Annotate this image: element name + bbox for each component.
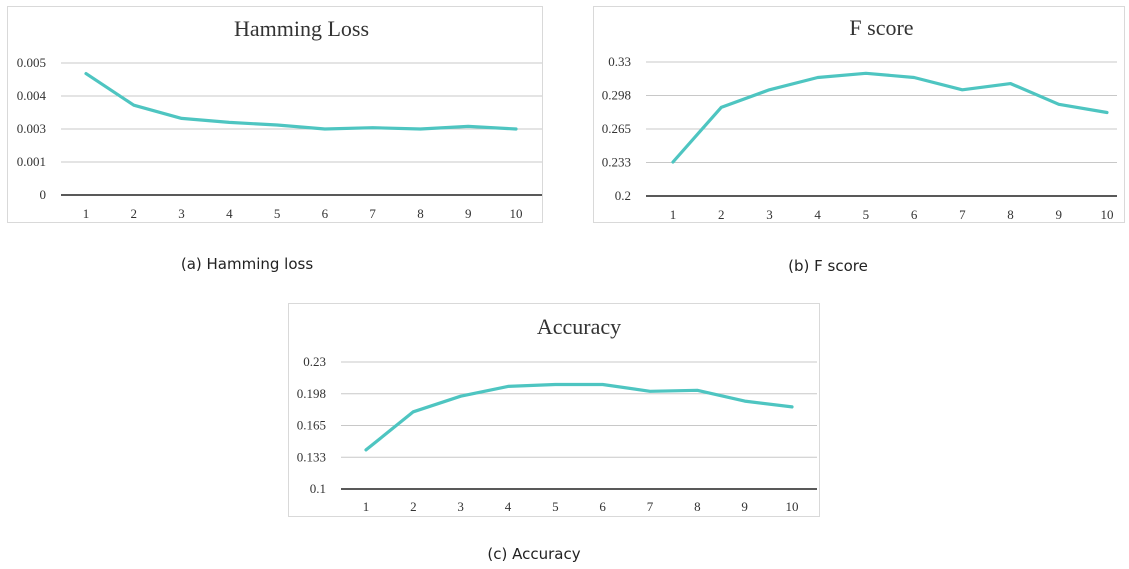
accuracy-title: Accuracy bbox=[537, 314, 621, 339]
accuracy-y-tick-label: 0.165 bbox=[297, 418, 326, 433]
hamming-loss-plot: Hamming Loss 0 0.001 0.003 0.004 0.005 1 2 3 4 5 6 7… bbox=[17, 16, 542, 221]
fscore-y-tick-label: 0.33 bbox=[608, 54, 631, 69]
accuracy-caption: (c) Accuracy bbox=[487, 545, 581, 563]
hamming-x-tick-label: 2 bbox=[131, 206, 138, 221]
accuracy-x-tick-label: 3 bbox=[457, 499, 464, 514]
accuracy-plot: Accuracy 0.1 0.133 0.165 0.198 0.23 1 2 3 4 5 6 7 8 9 1… bbox=[297, 314, 817, 514]
fscore-y-tick-label: 0.2 bbox=[615, 188, 631, 203]
accuracy-x-tick-label: 7 bbox=[647, 499, 654, 514]
hamming-loss-caption: (a) Hamming loss bbox=[180, 255, 314, 273]
hamming-x-tick-label: 1 bbox=[83, 206, 90, 221]
fscore-title: F score bbox=[849, 15, 913, 40]
fscore-y-tick-label: 0.298 bbox=[602, 88, 631, 103]
hamming-y-tick-label: 0.004 bbox=[17, 88, 47, 103]
hamming-x-tick-label: 8 bbox=[417, 206, 424, 221]
hamming-x-tick-label: 9 bbox=[465, 206, 472, 221]
accuracy-x-tick-label: 6 bbox=[599, 499, 606, 514]
accuracy-x-tick-label: 2 bbox=[410, 499, 417, 514]
accuracy-x-tick-label: 4 bbox=[505, 499, 512, 514]
hamming-y-tick-label: 0.003 bbox=[17, 121, 46, 136]
f-score-plot: F score 0.2 0.233 0.265 0.298 0.33 1 2 3 4 5 6 7 8 9 10 bbox=[602, 15, 1117, 222]
accuracy-x-tick-label: 5 bbox=[552, 499, 559, 514]
hamming-x-tick-label: 7 bbox=[369, 206, 376, 221]
fscore-x-tick-label: 7 bbox=[959, 207, 966, 222]
fscore-y-tick-label: 0.233 bbox=[602, 155, 631, 170]
fscore-x-tick-label: 10 bbox=[1101, 207, 1114, 222]
accuracy-series-line bbox=[364, 382, 794, 452]
hamming-y-tick-label: 0 bbox=[40, 187, 47, 202]
accuracy-x-tick-label: 10 bbox=[786, 499, 799, 514]
fscore-x-tick-label: 4 bbox=[814, 207, 821, 222]
hamming-title: Hamming Loss bbox=[234, 16, 369, 41]
fscore-x-tick-label: 2 bbox=[718, 207, 725, 222]
accuracy-y-tick-label: 0.23 bbox=[303, 354, 326, 369]
hamming-y-tick-label: 0.005 bbox=[17, 55, 46, 70]
accuracy-y-tick-label: 0.133 bbox=[297, 449, 326, 464]
f-score-chart: F score 0.2 0.233 0.265 0.298 0.33 1 2 3 4 5 6 7 8 9 10 bbox=[593, 6, 1125, 223]
accuracy-y-tick-label: 0.1 bbox=[310, 481, 326, 496]
fscore-y-tick-label: 0.265 bbox=[602, 121, 631, 136]
accuracy-x-tick-label: 1 bbox=[363, 499, 370, 514]
hamming-x-tick-label: 4 bbox=[226, 206, 233, 221]
hamming-x-tick-label: 3 bbox=[178, 206, 185, 221]
hamming-x-tick-label: 10 bbox=[510, 206, 523, 221]
fscore-x-tick-label: 5 bbox=[863, 207, 870, 222]
hamming-loss-chart: Hamming Loss 0 0.001 0.003 0.004 0.005 1 2 3 4 5 6 7… bbox=[7, 6, 543, 223]
hamming-series-line bbox=[84, 71, 518, 131]
fscore-x-tick-label: 9 bbox=[1056, 207, 1063, 222]
fscore-x-tick-label: 1 bbox=[670, 207, 677, 222]
accuracy-y-tick-label: 0.198 bbox=[297, 386, 326, 401]
accuracy-chart: Accuracy 0.1 0.133 0.165 0.198 0.23 1 2 3 4 5 6 7 8 9 1… bbox=[288, 303, 820, 517]
f-score-caption: (b) F score bbox=[788, 257, 868, 275]
hamming-x-tick-label: 5 bbox=[274, 206, 281, 221]
fscore-x-tick-label: 8 bbox=[1007, 207, 1014, 222]
accuracy-x-tick-label: 8 bbox=[694, 499, 701, 514]
accuracy-x-tick-label: 9 bbox=[741, 499, 748, 514]
fscore-x-tick-label: 3 bbox=[766, 207, 773, 222]
hamming-x-tick-label: 6 bbox=[322, 206, 329, 221]
fscore-x-tick-label: 6 bbox=[911, 207, 918, 222]
hamming-y-tick-label: 0.001 bbox=[17, 154, 46, 169]
fscore-series-line bbox=[671, 71, 1109, 164]
